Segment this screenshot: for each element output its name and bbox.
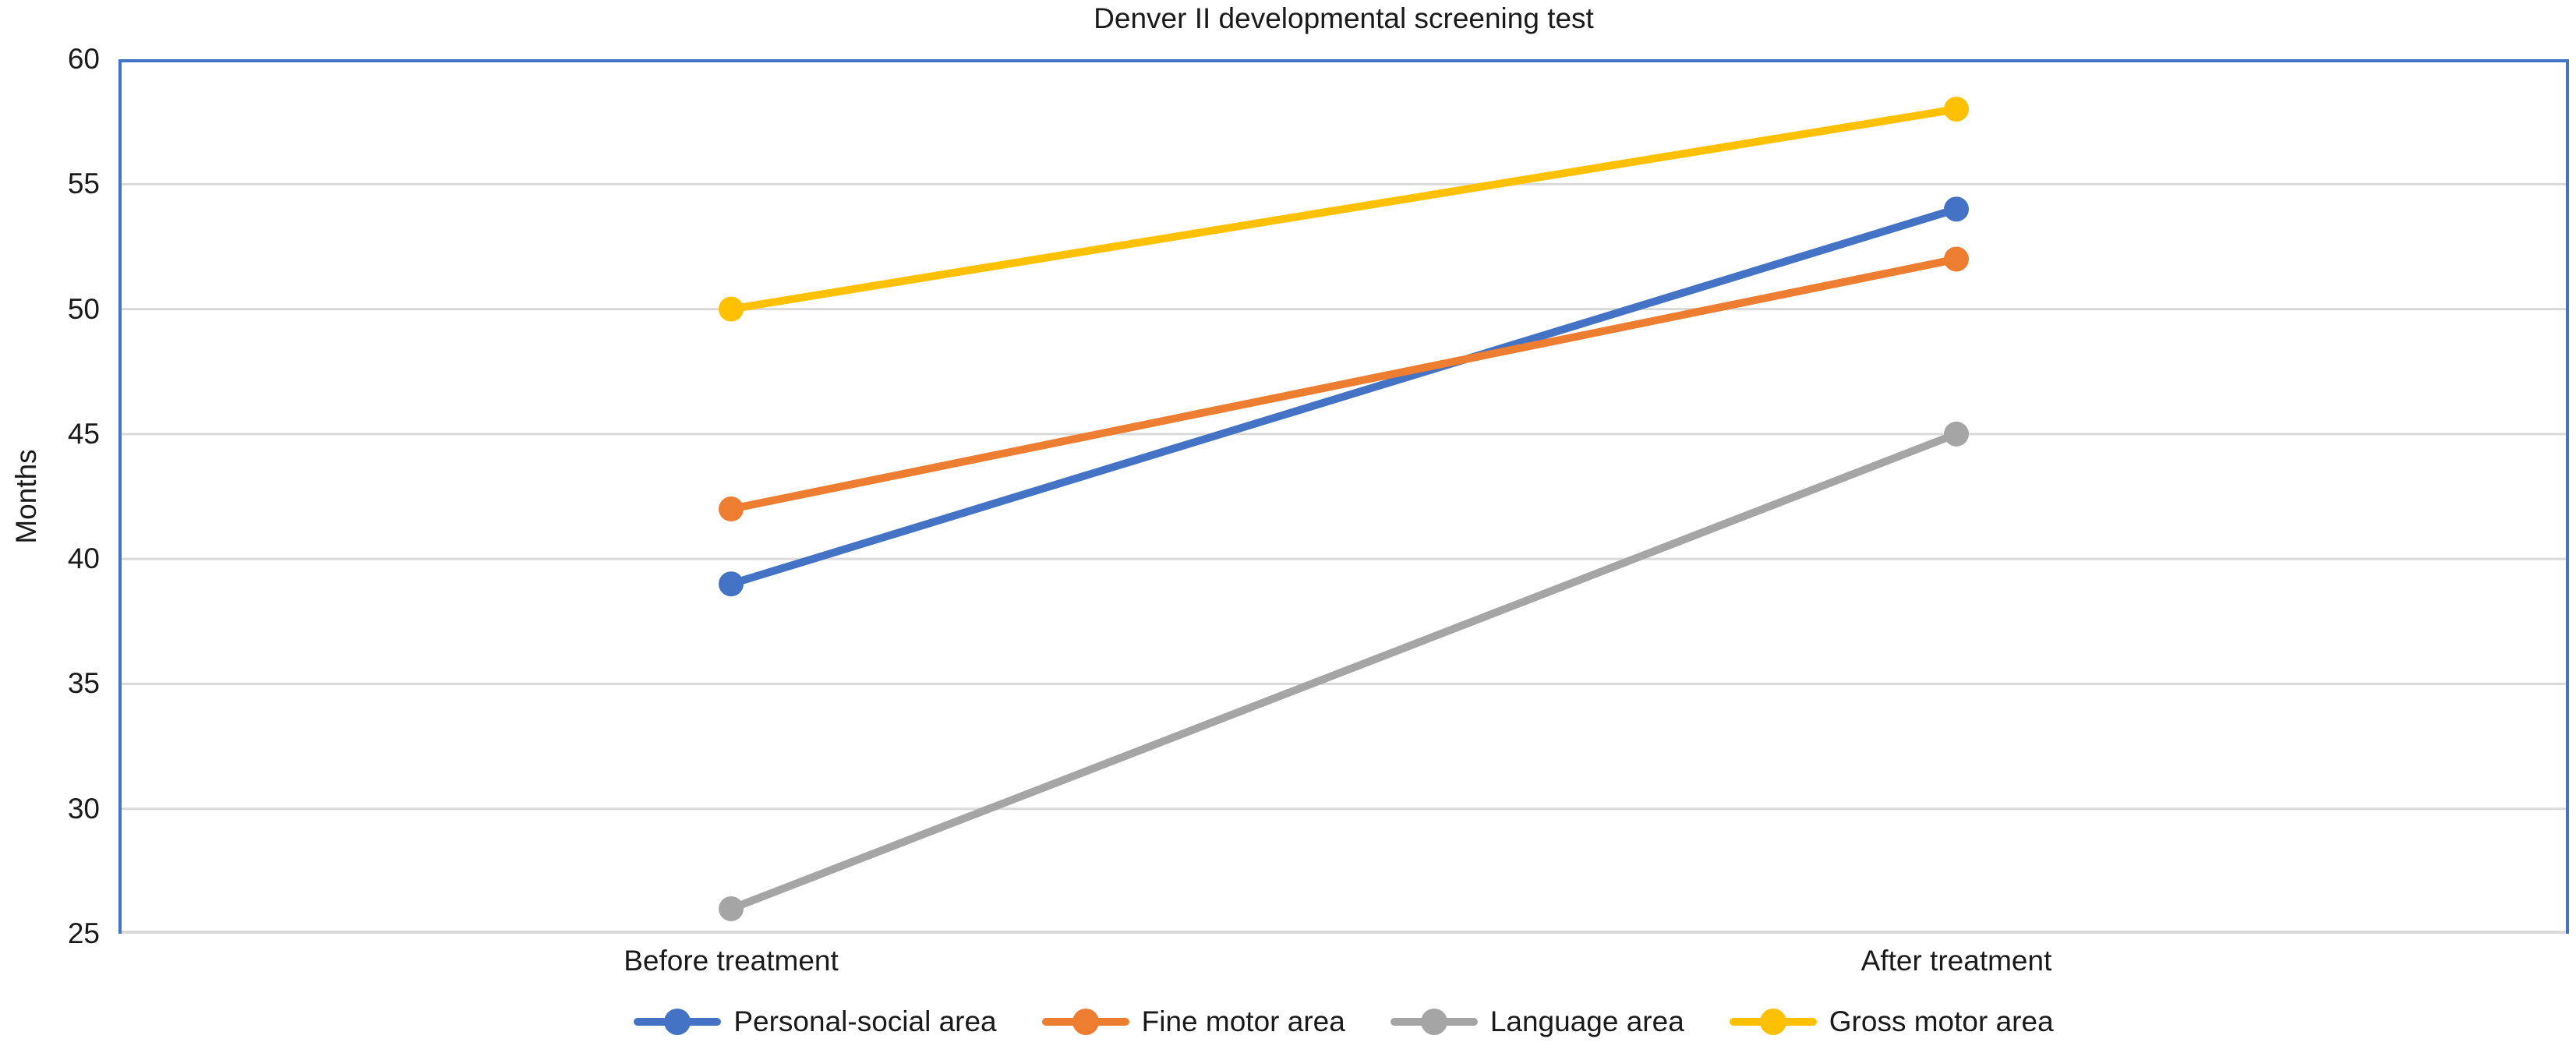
legend-line-dot-icon <box>1390 1009 1478 1035</box>
plot-area <box>118 59 2569 934</box>
y-tick-label: 45 <box>67 417 100 450</box>
legend: Personal-social area Fine motor area Langu… <box>118 1005 2569 1038</box>
gridlines <box>118 182 2569 811</box>
series-language-area <box>719 421 1969 921</box>
y-tick-label: 30 <box>67 792 100 825</box>
plot-svg <box>118 59 2569 934</box>
y-tick-label: 25 <box>67 917 100 949</box>
legend-item-gross-motor-area: Gross motor area <box>1729 1005 2054 1038</box>
legend-label: Personal-social area <box>733 1005 997 1037</box>
y-tick-label: 60 <box>67 43 100 75</box>
plot-border <box>118 59 2569 934</box>
x-axis-label-before-treatment: Before treatment <box>624 945 839 977</box>
legend-dot-icon <box>1072 1009 1099 1035</box>
legend-dot-icon <box>664 1009 691 1035</box>
y-tick-label: 40 <box>67 542 100 575</box>
series-gross-motor-area <box>719 97 1969 322</box>
data-point-fine-motor-area <box>719 496 744 522</box>
legend-label: Fine motor area <box>1141 1005 1345 1037</box>
x-axis-label-after-treatment: After treatment <box>1860 945 2052 977</box>
legend-label: Language area <box>1489 1005 1684 1037</box>
legend-line-dot-icon <box>1041 1009 1129 1035</box>
legend-dot-icon <box>1759 1009 1786 1035</box>
legend-item-language-area: Language area <box>1390 1005 1684 1038</box>
legend-item-fine-motor-area: Fine motor area <box>1041 1005 1345 1038</box>
legend-line-dot-icon <box>1729 1009 1817 1035</box>
series-fine-motor-area <box>719 246 1969 522</box>
data-point-gross-motor-area <box>719 296 744 322</box>
legend-line-dot-icon <box>634 1009 722 1035</box>
data-point-personal-social-area <box>719 571 744 597</box>
legend-dot-icon <box>1420 1009 1447 1035</box>
data-point-language-area <box>719 896 744 921</box>
data-point-personal-social-area <box>1944 196 1969 222</box>
y-tick-label: 50 <box>67 292 100 325</box>
chart-title: Denver II developmental screening test <box>1094 2 1594 34</box>
series-personal-social-area <box>719 196 1969 597</box>
y-axis-ticks: 60 55 50 45 40 35 30 25 <box>0 43 100 949</box>
y-tick-label: 35 <box>67 667 100 700</box>
y-tick-label: 55 <box>67 168 100 200</box>
data-point-fine-motor-area <box>1944 246 1969 272</box>
data-point-language-area <box>1944 421 1969 447</box>
data-point-gross-motor-area <box>1944 97 1969 122</box>
legend-item-personal-social-area: Personal-social area <box>634 1005 997 1038</box>
legend-label: Gross motor area <box>1829 1005 2054 1037</box>
